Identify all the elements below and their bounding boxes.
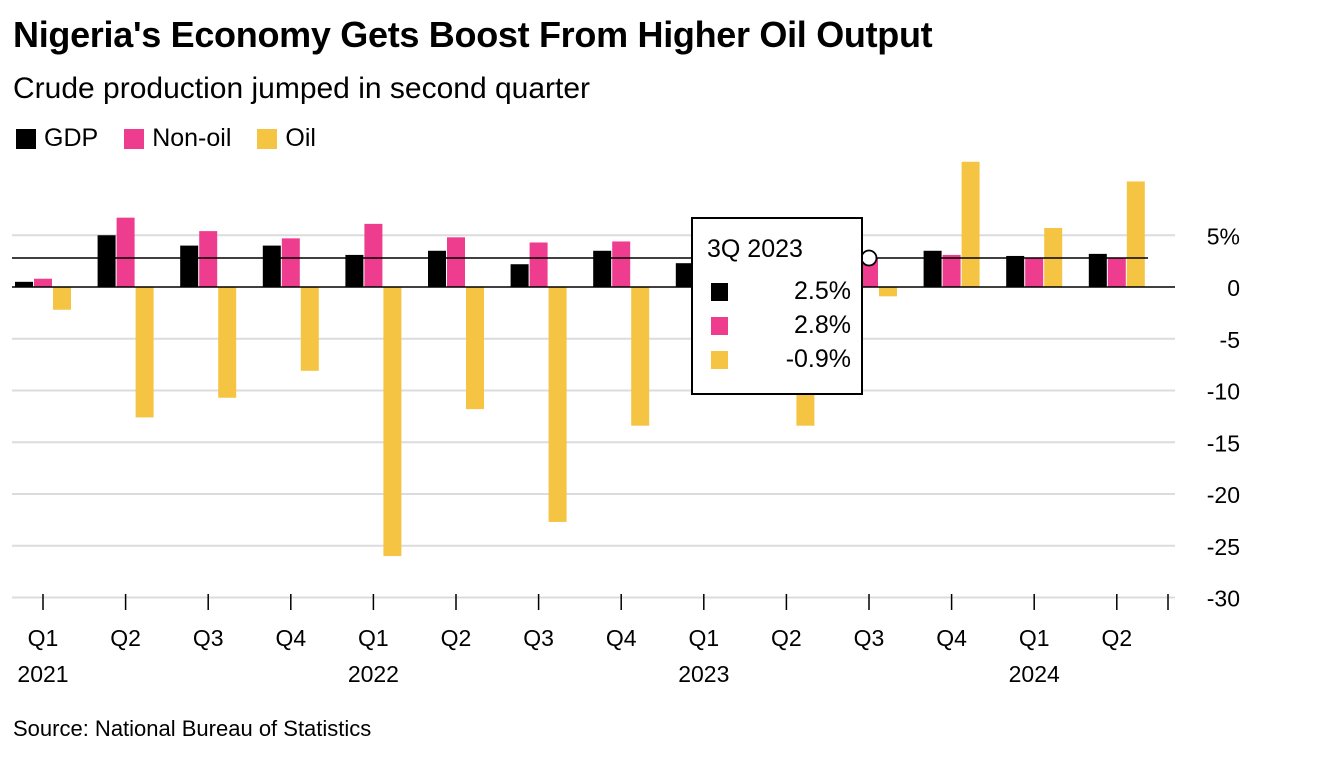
y-tick-label: -15 — [1207, 430, 1240, 456]
bar-gdp-7 — [593, 250, 612, 287]
x-tick-label: Q2 — [771, 625, 802, 651]
bar-oil-2 — [218, 287, 237, 398]
tooltip-swatch-gdp — [711, 283, 728, 301]
bar-non-oil-6 — [529, 242, 548, 287]
bar-oil-13 — [1126, 181, 1145, 287]
source-note: Source: National Bureau of Statistics — [13, 716, 372, 741]
x-tick-label: Q2 — [110, 625, 141, 651]
legend-swatch-oil — [257, 128, 278, 149]
x-tick-label: Q1 — [358, 625, 389, 651]
tooltip-row-non-oil: 2.8% — [707, 311, 851, 341]
x-tick-label: Q3 — [193, 625, 224, 651]
x-tick-label: Q4 — [936, 625, 967, 651]
bar-non-oil-10 — [860, 258, 878, 287]
year-label: 2021 — [17, 661, 68, 687]
legend-swatch-non-oil — [124, 128, 145, 149]
chart-title: Nigeria's Economy Gets Boost From Higher… — [13, 14, 933, 55]
bar-oil-11 — [961, 161, 980, 287]
bar-non-oil-11 — [942, 254, 961, 287]
chart-subtitle: Crude production jumped in second quarte… — [13, 72, 591, 105]
y-tick-label: -5 — [1220, 327, 1240, 353]
bar-gdp-6 — [510, 264, 529, 287]
tooltip-value-oil: -0.9% — [785, 345, 851, 373]
bar-gdp-13 — [1088, 253, 1107, 287]
year-label: 2023 — [678, 661, 729, 687]
bar-non-oil-1 — [116, 217, 135, 287]
legend-item-gdp: GDP — [16, 124, 98, 153]
bar-gdp-2 — [180, 245, 199, 287]
bar-non-oil-12 — [1025, 258, 1044, 287]
tooltip-value-non-oil: 2.8% — [794, 311, 851, 339]
bar-non-oil-5 — [447, 237, 465, 287]
bar-non-oil-4 — [364, 223, 383, 287]
y-tick-label: -20 — [1207, 482, 1240, 508]
bar-oil-3 — [300, 287, 319, 371]
legend-swatch-gdp — [16, 128, 36, 149]
bar-non-oil-2 — [199, 231, 218, 287]
tooltip-heading: 3Q 2023 — [707, 235, 803, 263]
y-tick-label: -30 — [1207, 586, 1240, 612]
bar-non-oil-0 — [34, 278, 52, 287]
y-tick-label: -25 — [1207, 534, 1240, 560]
bar-gdp-4 — [345, 254, 364, 287]
x-tick-label: Q1 — [688, 625, 719, 651]
y-tick-label: -10 — [1207, 379, 1240, 405]
tooltip-row-gdp: 2.5% — [707, 277, 851, 307]
bar-oil-0 — [53, 287, 71, 310]
x-tick-label: Q4 — [606, 625, 637, 651]
year-label: 2022 — [348, 661, 399, 687]
legend-item-non-oil: Non-oil — [124, 124, 231, 153]
bar-gdp-3 — [262, 245, 281, 287]
legend-label-oil: Oil — [285, 124, 316, 152]
x-tick-label: Q1 — [28, 625, 59, 651]
y-tick-label: 0 — [1227, 275, 1240, 301]
x-tick-label: Q2 — [1101, 625, 1132, 651]
y-tick-label: 5% — [1207, 223, 1240, 249]
bar-gdp-12 — [1006, 255, 1025, 287]
legend-label-non-oil: Non-oil — [152, 124, 232, 152]
legend-item-oil: Oil — [257, 124, 316, 153]
bar-gdp-0 — [15, 281, 33, 287]
bar-gdp-8 — [675, 263, 694, 287]
legend: GDP Non-oil Oil — [16, 124, 342, 153]
bar-non-oil-3 — [281, 238, 300, 287]
x-tick-label: Q3 — [854, 625, 885, 651]
bar-non-oil-13 — [1107, 258, 1126, 287]
bar-oil-4 — [383, 287, 402, 557]
tooltip-row-oil: -0.9% — [707, 345, 851, 375]
hover-marker — [860, 249, 878, 267]
bar-oil-1 — [135, 287, 154, 418]
bar-gdp-1 — [97, 235, 116, 287]
tooltip-value-gdp: 2.5% — [794, 277, 851, 305]
bar-oil-10 — [879, 287, 897, 297]
x-tick-label: Q3 — [523, 625, 554, 651]
bar-gdp-5 — [428, 250, 446, 287]
x-tick-label: Q1 — [1019, 625, 1050, 651]
tooltip-swatch-non-oil — [711, 317, 728, 335]
bar-oil-7 — [631, 287, 650, 426]
legend-label-gdp: GDP — [44, 124, 99, 152]
bar-gdp-11 — [923, 250, 942, 287]
bar-oil-5 — [466, 287, 484, 410]
tooltip-swatch-oil — [711, 351, 728, 369]
bar-oil-6 — [548, 287, 567, 522]
x-tick-label: Q2 — [441, 625, 472, 651]
bar-non-oil-7 — [612, 241, 631, 287]
x-tick-label: Q4 — [275, 625, 306, 651]
year-label: 2024 — [1009, 661, 1060, 687]
hover-tooltip: 3Q 2023 2.5% 2.8% -0.9% — [691, 217, 863, 395]
